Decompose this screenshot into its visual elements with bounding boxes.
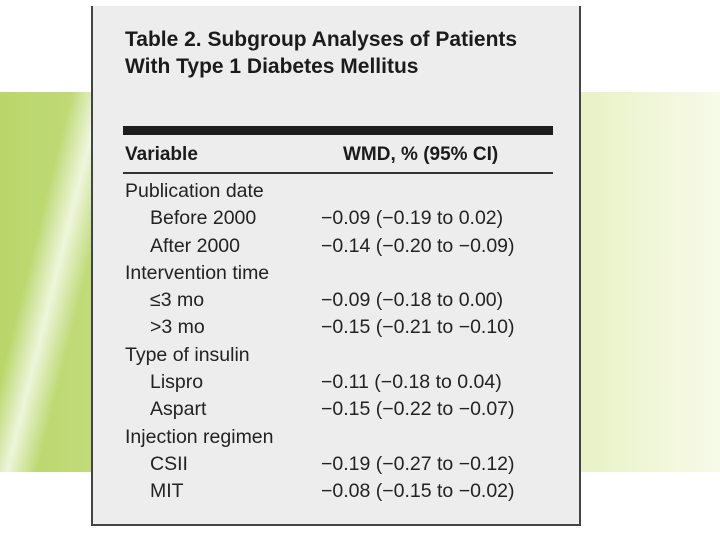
table-row: Lispro −0.11 (−0.18 to 0.04): [93, 369, 583, 396]
wmd-value: −0.19 (−0.27 to −0.12): [321, 452, 515, 475]
wmd-value: −0.14 (−0.20 to −0.09): [321, 234, 515, 257]
column-header-wmd: WMD, % (95% CI): [343, 144, 499, 165]
table-group-row: Publication date: [93, 178, 583, 205]
header-rule: [123, 172, 553, 174]
row-label: Aspart: [150, 398, 207, 421]
table-group-row: Injection regimen: [93, 424, 583, 451]
table-row: MIT −0.08 (−0.15 to −0.02): [93, 478, 583, 505]
table-group-row: Intervention time: [93, 260, 583, 287]
table-row: Before 2000 −0.09 (−0.19 to 0.02): [93, 205, 583, 232]
table-body: Publication date Before 2000 −0.09 (−0.19 …: [93, 178, 583, 506]
group-label: Injection regimen: [125, 425, 274, 448]
light-fade-decoration: [600, 92, 720, 472]
table-row: ≤3 mo −0.09 (−0.18 to 0.00): [93, 287, 583, 314]
row-label: Before 2000: [150, 207, 257, 230]
row-label: CSII: [150, 452, 188, 475]
table-row: >3 mo −0.15 (−0.21 to −0.10): [93, 314, 583, 341]
wmd-value: −0.08 (−0.15 to −0.02): [321, 480, 515, 503]
table-row: CSII −0.19 (−0.27 to −0.12): [93, 451, 583, 478]
table-row: After 2000 −0.14 (−0.20 to −0.09): [93, 233, 583, 260]
table-group-row: Type of insulin: [93, 342, 583, 369]
group-label: Publication date: [125, 180, 264, 202]
group-label: Type of insulin: [125, 343, 250, 366]
wmd-value: −0.09 (−0.18 to 0.00): [321, 289, 504, 312]
row-label: Lispro: [150, 371, 204, 394]
wmd-value: −0.09 (−0.19 to 0.02): [321, 207, 504, 230]
subgroup-table: Table 2. Subgroup Analyses of Patients W…: [91, 6, 581, 526]
column-header-variable: Variable: [125, 144, 198, 165]
row-label: >3 mo: [150, 316, 205, 339]
table-title: Table 2. Subgroup Analyses of Patients W…: [125, 28, 518, 78]
row-label: After 2000: [150, 234, 240, 257]
group-label: Intervention time: [125, 261, 270, 284]
row-label: ≤3 mo: [150, 289, 205, 312]
wmd-value: −0.11 (−0.18 to 0.04): [321, 371, 502, 394]
wmd-value: −0.15 (−0.21 to −0.10): [321, 316, 515, 339]
top-rule: [123, 126, 553, 135]
table-row: Aspart −0.15 (−0.22 to −0.07): [93, 396, 583, 423]
row-label: MIT: [150, 480, 184, 503]
wmd-value: −0.15 (−0.22 to −0.07): [321, 398, 515, 421]
